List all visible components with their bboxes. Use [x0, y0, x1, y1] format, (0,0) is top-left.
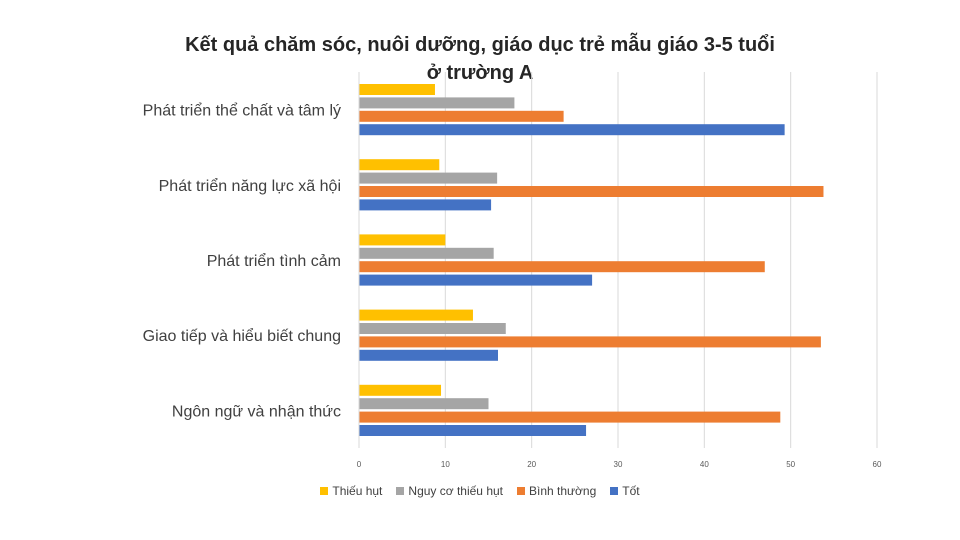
x-tick-label: 60 — [873, 460, 882, 469]
category-label: Phát triển tình cảm — [207, 252, 341, 270]
bar — [359, 124, 785, 136]
bar — [359, 411, 781, 423]
bar — [359, 274, 593, 286]
category-label: Ngôn ngữ và nhận thức — [172, 403, 341, 420]
x-tick-label: 20 — [527, 460, 536, 469]
legend-item: Thiếu hụt — [320, 484, 382, 498]
legend-item: Nguy cơ thiếu hụt — [396, 484, 503, 498]
x-tick-label: 10 — [441, 460, 450, 469]
legend-swatch — [396, 487, 405, 495]
bar — [359, 336, 821, 348]
category-label: Phát triển thể chất và tâm lý — [143, 102, 341, 120]
legend-label: Thiếu hụt — [332, 484, 383, 498]
legend-label: Nguy cơ thiếu hụt — [408, 484, 503, 498]
legend-label: Bình thường — [529, 484, 597, 498]
bar — [359, 261, 765, 273]
legend-item: Tốt — [610, 484, 640, 498]
bar — [359, 309, 473, 321]
bar — [359, 384, 442, 396]
bar — [359, 349, 498, 361]
chart-title-line-1: Kết quả chăm sóc, nuôi dưỡng, giáo dục t… — [185, 34, 775, 56]
bar — [359, 97, 515, 109]
bar — [359, 425, 587, 436]
x-tick-label: 50 — [786, 460, 795, 469]
legend-swatch — [517, 487, 525, 495]
category-label: Giao tiếp và hiểu biết chung — [143, 327, 341, 345]
category-label: Phát triển năng lực xã hội — [159, 177, 341, 195]
legend-item: Bình thường — [517, 484, 596, 498]
bar — [359, 172, 498, 184]
bar — [359, 199, 492, 211]
x-tick-label: 30 — [614, 460, 623, 469]
x-tick-label: 40 — [700, 460, 709, 469]
bar — [359, 247, 494, 259]
bar — [359, 323, 506, 334]
legend-swatch — [320, 487, 329, 495]
legend-swatch — [610, 487, 619, 495]
bar — [359, 84, 435, 95]
bar — [359, 159, 440, 171]
bar — [359, 398, 489, 410]
x-tick-label: 0 — [357, 460, 362, 469]
chart-legend: Thiếu hụt Nguy cơ thiếu hụt Bình thường Tốt — [0, 484, 960, 498]
bar — [359, 234, 446, 246]
legend-label: Tốt — [622, 484, 640, 498]
bar — [359, 186, 824, 197]
chart-title-line-2: ở trường A — [426, 62, 534, 84]
bar — [359, 110, 564, 122]
